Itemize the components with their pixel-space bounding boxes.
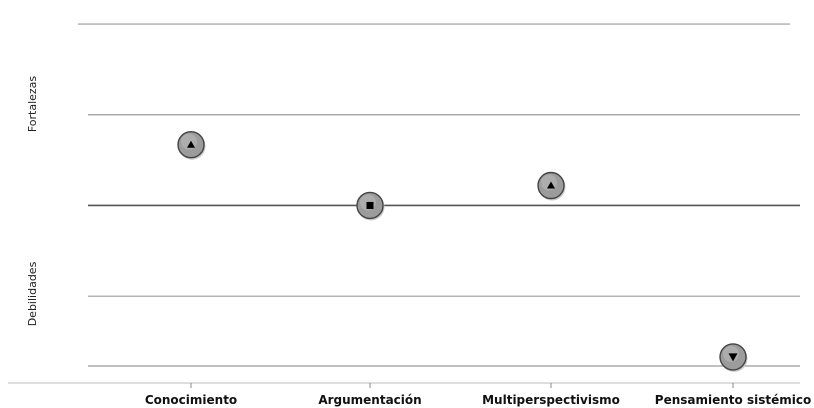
- square-icon: [366, 201, 374, 209]
- x-tick-label: Argumentación: [318, 393, 421, 407]
- data-point: [356, 191, 385, 221]
- x-tick-label: Conocimiento: [145, 393, 237, 407]
- data-point: [537, 171, 566, 201]
- triangle-up-icon: [547, 181, 555, 189]
- data-point: [719, 343, 748, 372]
- x-tick-labels: Conocimiento Argumentación Multiperspectiv…: [145, 393, 811, 407]
- x-ticks: [190, 383, 734, 388]
- x-tick-label: Pensamiento sistémico: [655, 393, 811, 407]
- data-markers: [177, 130, 748, 372]
- triangle-up-icon: [187, 140, 195, 148]
- gridlines: [78, 23, 800, 367]
- x-tick-label: Multiperspectivismo: [482, 393, 620, 407]
- y-region-label-upper: Fortalezas: [26, 76, 39, 133]
- y-region-label-lower: Debilidades: [26, 261, 39, 326]
- triangle-down-icon: [728, 353, 738, 362]
- data-point: [177, 130, 206, 160]
